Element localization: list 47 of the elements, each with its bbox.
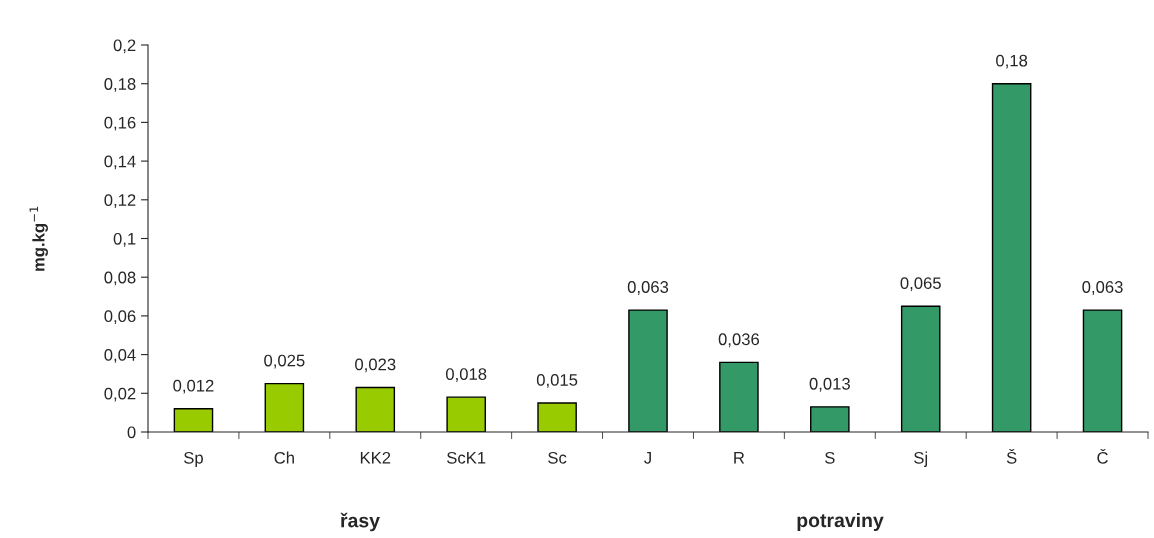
data-label: 0,023 <box>355 358 396 373</box>
data-label: 0,025 <box>264 354 305 369</box>
x-tick-label: Sj <box>914 451 928 467</box>
bar <box>900 305 941 432</box>
data-label: 0,013 <box>809 377 850 392</box>
y-tick-label: 0,1 <box>113 232 136 247</box>
data-label: 0,012 <box>173 379 214 394</box>
data-label: 0,015 <box>536 373 578 388</box>
data-label: 0,063 <box>627 281 669 295</box>
data-label: 0,036 <box>718 333 760 348</box>
text: potraviny <box>797 512 884 532</box>
y-tick-label: 0,18 <box>104 78 136 92</box>
x-tick-label: Š <box>1006 448 1017 464</box>
y-tick-label: 0,16 <box>104 116 136 131</box>
y-axis-title: mg.kg$^{−1}$ <box>29 206 48 271</box>
y-tick-label: 0,02 <box>104 387 136 402</box>
y-tick-label: 0 <box>127 426 136 439</box>
x-tick-label: ScK1 <box>447 451 486 464</box>
bar <box>1082 309 1123 432</box>
bar <box>446 396 486 432</box>
bar <box>628 309 668 432</box>
data-label: 0,18 <box>996 54 1028 69</box>
y-tick-label: 0,06 <box>104 310 136 325</box>
data-label: 0,063 <box>1082 281 1123 295</box>
y-tick-label: 0,14 <box>104 155 136 170</box>
bar <box>537 402 577 432</box>
bar <box>173 408 214 432</box>
y-tick-label: 0,04 <box>104 349 136 363</box>
data-label: 0,065 <box>900 277 941 292</box>
x-tick-label: Sc <box>548 451 567 464</box>
y-tick-label: 0,2 <box>113 39 136 54</box>
bar <box>355 386 396 432</box>
x-tick-label: S <box>825 451 835 464</box>
x-tick-label: Č <box>1097 448 1108 464</box>
x-tick-label: R <box>734 452 745 464</box>
bar <box>810 406 850 432</box>
x-tick-label: J <box>644 452 651 464</box>
data-label: 0,018 <box>445 368 487 382</box>
y-tick-label: 0,12 <box>104 194 136 208</box>
bar <box>719 361 759 432</box>
bar <box>991 83 1032 432</box>
y-tick-label: 0,08 <box>104 271 136 286</box>
x-tick-label: Sp <box>184 451 203 467</box>
x-tick-label: Ch <box>274 451 294 464</box>
bar <box>264 382 305 432</box>
x-tick-label: KK2 <box>360 451 391 464</box>
text: řasy <box>340 512 380 532</box>
